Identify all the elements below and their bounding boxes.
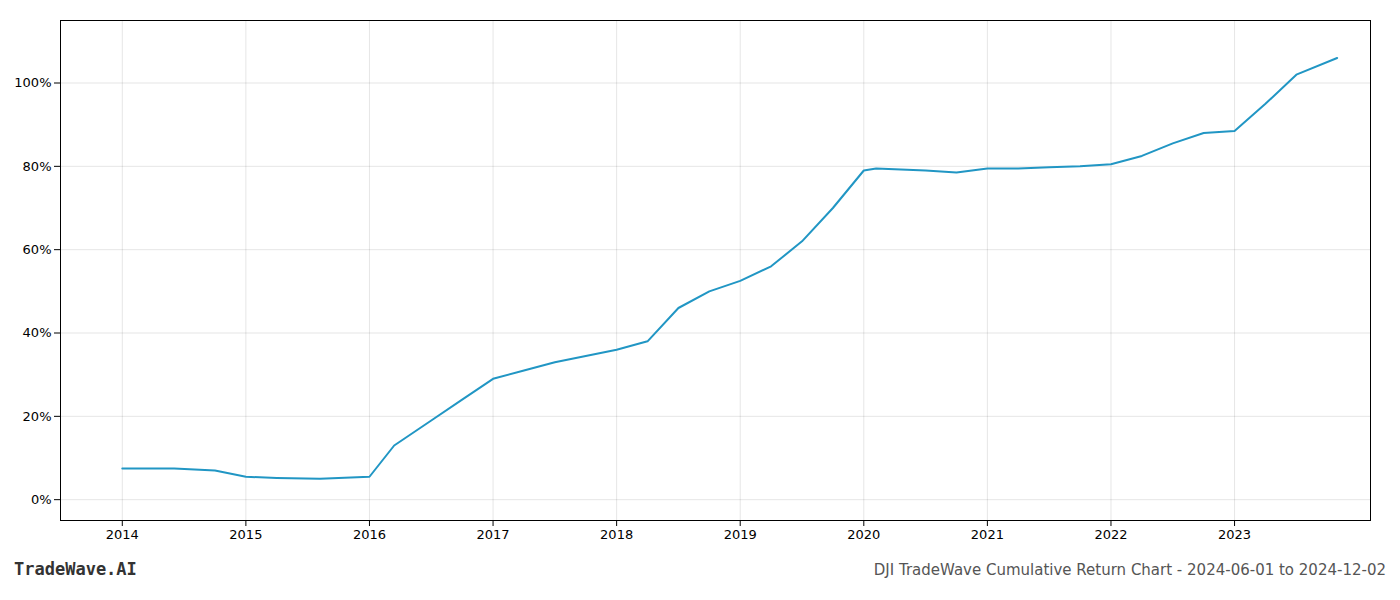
- svg-text:2018: 2018: [600, 527, 633, 542]
- svg-text:2016: 2016: [353, 527, 386, 542]
- svg-text:60%: 60%: [23, 242, 52, 257]
- svg-text:2021: 2021: [971, 527, 1004, 542]
- svg-text:0%: 0%: [31, 492, 52, 507]
- svg-text:2019: 2019: [724, 527, 757, 542]
- html-text:DJI TradeWave Cumulative Retur: DJI TradeWave Cumulative Return Chart - …: [873, 561, 1386, 579]
- svg-text:2017: 2017: [477, 527, 510, 542]
- svg-text:2015: 2015: [229, 527, 262, 542]
- html-text:TradeWave.AI: TradeWave.AI: [14, 559, 137, 579]
- svg-text:2014: 2014: [106, 527, 139, 542]
- svg-text:20%: 20%: [23, 408, 52, 423]
- svg-text:80%: 80%: [23, 158, 52, 173]
- svg-text:100%: 100%: [14, 75, 51, 90]
- svg-text:40%: 40%: [23, 325, 52, 340]
- svg-text:2022: 2022: [1094, 527, 1127, 542]
- svg-text:2023: 2023: [1218, 527, 1251, 542]
- svg-text:2020: 2020: [847, 527, 880, 542]
